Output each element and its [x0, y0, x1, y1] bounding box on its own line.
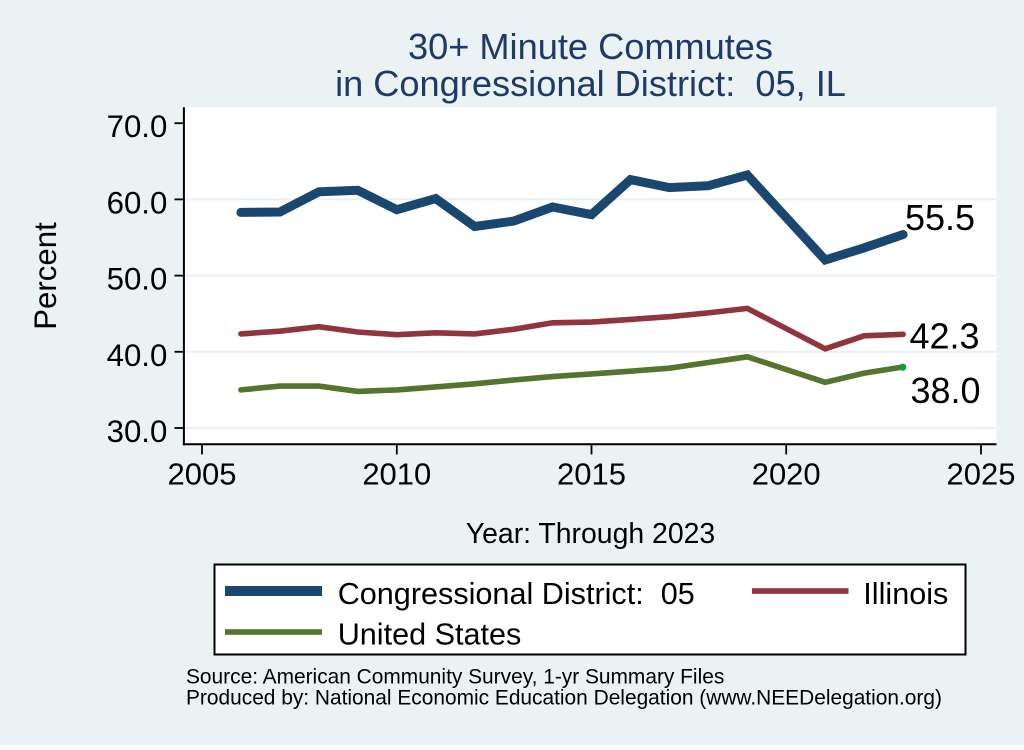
svg-text:42.3: 42.3: [910, 315, 980, 356]
svg-text:2010: 2010: [362, 457, 431, 492]
svg-text:55.5: 55.5: [905, 197, 975, 238]
svg-text:2005: 2005: [168, 457, 237, 492]
svg-text:50.0: 50.0: [107, 262, 168, 297]
svg-text:40.0: 40.0: [107, 338, 168, 373]
svg-text:in Congressional District: 05: in Congressional District: 05, IL: [335, 63, 846, 104]
svg-text:Year: Through 2023: Year: Through 2023: [466, 518, 715, 550]
svg-text:Illinois: Illinois: [863, 577, 948, 611]
svg-text:70.0: 70.0: [107, 109, 168, 144]
svg-text:2025: 2025: [947, 457, 1016, 492]
svg-text:38.0: 38.0: [911, 370, 981, 411]
svg-text:30.0: 30.0: [107, 414, 168, 449]
svg-text:United States: United States: [338, 618, 522, 652]
svg-text:2020: 2020: [752, 457, 821, 492]
svg-text:2015: 2015: [557, 457, 626, 492]
svg-text:60.0: 60.0: [107, 185, 168, 220]
svg-text:Produced by: National Economic: Produced by: National Economic Education…: [186, 687, 942, 710]
svg-text:Percent: Percent: [28, 222, 63, 330]
svg-text:Source: American Community Sur: Source: American Community Survey, 1-yr …: [186, 666, 724, 689]
svg-text:30+ Minute Commutes: 30+ Minute Commutes: [408, 26, 773, 67]
svg-text:Congressional District: 05: Congressional District: 05: [338, 577, 695, 611]
